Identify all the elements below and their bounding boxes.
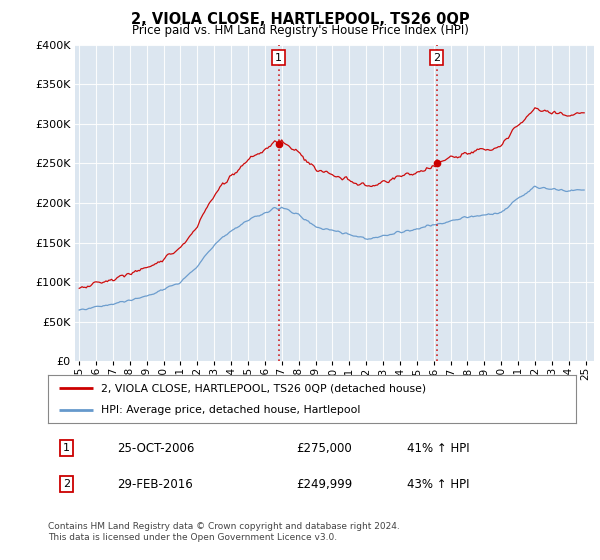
Text: 43% ↑ HPI: 43% ↑ HPI	[407, 478, 470, 491]
Text: HPI: Average price, detached house, Hartlepool: HPI: Average price, detached house, Hart…	[101, 405, 360, 415]
Text: 2: 2	[63, 479, 70, 489]
Text: 1: 1	[275, 53, 282, 63]
Text: 1: 1	[63, 443, 70, 453]
Text: 2, VIOLA CLOSE, HARTLEPOOL, TS26 0QP: 2, VIOLA CLOSE, HARTLEPOOL, TS26 0QP	[131, 12, 469, 27]
Text: Contains HM Land Registry data © Crown copyright and database right 2024.
This d: Contains HM Land Registry data © Crown c…	[48, 522, 400, 542]
Text: 41% ↑ HPI: 41% ↑ HPI	[407, 441, 470, 455]
Text: Price paid vs. HM Land Registry's House Price Index (HPI): Price paid vs. HM Land Registry's House …	[131, 24, 469, 37]
Text: 29-FEB-2016: 29-FEB-2016	[116, 478, 193, 491]
Text: £275,000: £275,000	[296, 441, 352, 455]
Text: 25-OCT-2006: 25-OCT-2006	[116, 441, 194, 455]
Text: 2, VIOLA CLOSE, HARTLEPOOL, TS26 0QP (detached house): 2, VIOLA CLOSE, HARTLEPOOL, TS26 0QP (de…	[101, 383, 426, 393]
Text: 2: 2	[433, 53, 440, 63]
Text: £249,999: £249,999	[296, 478, 352, 491]
